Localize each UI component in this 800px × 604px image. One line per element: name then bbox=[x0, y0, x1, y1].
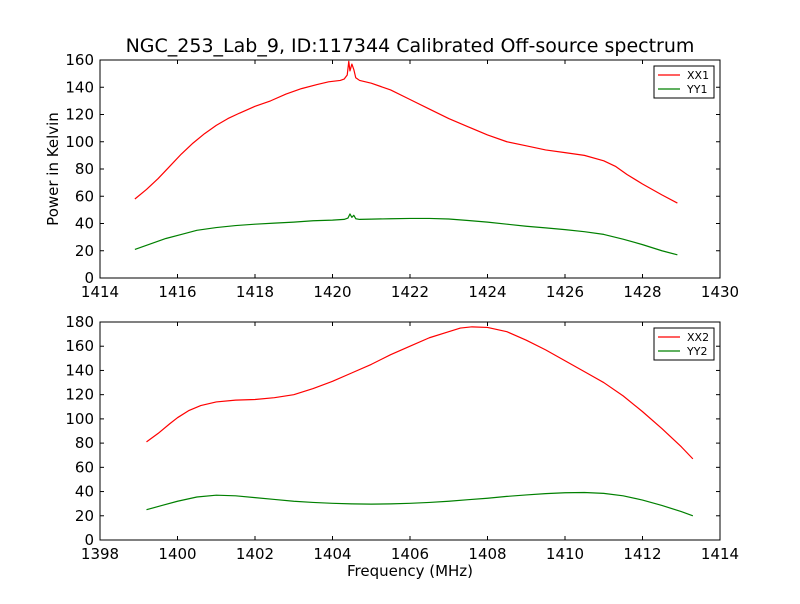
y-tick-label: 80 bbox=[75, 160, 94, 178]
chart-title: NGC_253_Lab_9, ID:117344 Calibrated Off-… bbox=[126, 35, 695, 57]
x-tick-label: 1400 bbox=[158, 545, 196, 563]
legend-box bbox=[653, 327, 715, 361]
x-tick-label: 1416 bbox=[158, 283, 196, 301]
y-tick-label: 80 bbox=[75, 434, 94, 452]
x-tick-label: 1412 bbox=[623, 545, 661, 563]
y-tick-label: 100 bbox=[65, 133, 94, 151]
series-line-xx2 bbox=[146, 326, 694, 460]
x-tick-label: 1418 bbox=[236, 283, 274, 301]
x-tick-label: 1402 bbox=[236, 545, 274, 563]
y-tick-label: 40 bbox=[75, 483, 94, 501]
series-line-yy2 bbox=[146, 491, 694, 517]
x-tick-label: 1408 bbox=[468, 545, 506, 563]
y-tick-label: 100 bbox=[65, 410, 94, 428]
legend-label-xx1: XX1 bbox=[687, 69, 709, 82]
y-tick-label: 20 bbox=[75, 507, 94, 525]
x-tick-label: 1414 bbox=[701, 545, 739, 563]
legend-box bbox=[653, 65, 715, 99]
series-line-xx1 bbox=[134, 60, 678, 204]
y-tick-label: 140 bbox=[65, 361, 94, 379]
y-tick-label: 40 bbox=[75, 215, 94, 233]
y-tick-label: 140 bbox=[65, 78, 94, 96]
legend-label-yy2: YY2 bbox=[686, 345, 707, 358]
y-axis-title: Power in Kelvin bbox=[44, 112, 62, 226]
series-line-yy1 bbox=[134, 213, 678, 256]
y-tick-label: 60 bbox=[75, 187, 94, 205]
legend-label-xx2: XX2 bbox=[687, 331, 709, 344]
x-tick-label: 1426 bbox=[546, 283, 584, 301]
top-plot: 1414 1416 1418 1420 1422 1424 1426 1428 1430 0 20 4… bbox=[65, 51, 739, 301]
x-tick-label: 1430 bbox=[701, 283, 739, 301]
x-axis-title: Frequency (MHz) bbox=[347, 562, 473, 580]
y-tick-label: 120 bbox=[65, 106, 94, 124]
y-tick-label: 160 bbox=[65, 337, 94, 355]
y-tick-label: 0 bbox=[84, 269, 94, 287]
y-tick-label: 160 bbox=[65, 51, 94, 69]
x-tick-label: 1428 bbox=[623, 283, 661, 301]
x-tick-label: 1422 bbox=[391, 283, 429, 301]
x-tick-label: 1398 bbox=[81, 545, 119, 563]
x-tick-label: 1414 bbox=[81, 283, 119, 301]
bottom-plot: 1398 1400 1402 1404 1406 1408 1410 1412 1414 0 20 4… bbox=[65, 313, 739, 563]
y-tick-label: 120 bbox=[65, 386, 94, 404]
y-tick-label: 20 bbox=[75, 242, 94, 260]
plot-area bbox=[100, 322, 720, 540]
x-tick-label: 1424 bbox=[468, 283, 506, 301]
legend-label-yy1: YY1 bbox=[686, 83, 707, 96]
y-tick-label: 0 bbox=[84, 531, 94, 549]
x-tick-label: 1410 bbox=[546, 545, 584, 563]
x-tick-label: 1404 bbox=[313, 545, 351, 563]
x-tick-label: 1406 bbox=[391, 545, 429, 563]
x-tick-label: 1420 bbox=[313, 283, 351, 301]
y-tick-label: 180 bbox=[65, 313, 94, 331]
y-tick-label: 60 bbox=[75, 458, 94, 476]
plot-area bbox=[100, 60, 720, 278]
